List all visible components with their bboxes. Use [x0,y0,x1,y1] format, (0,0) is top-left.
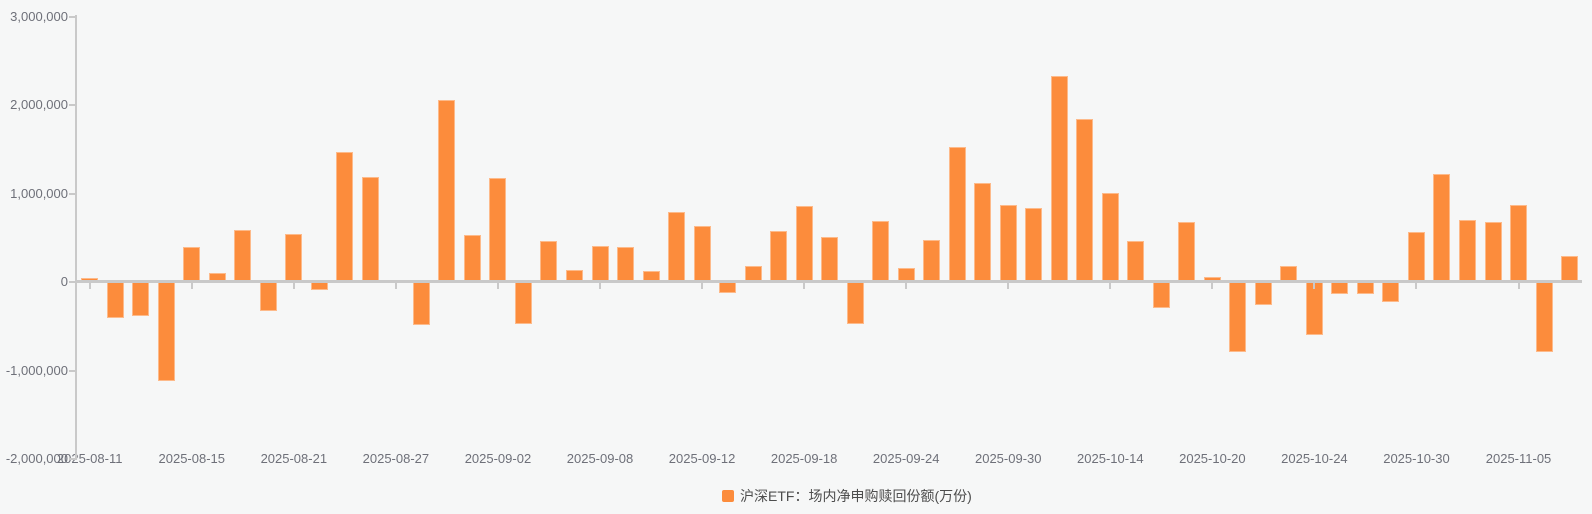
x-axis-tick-mark [496,282,499,289]
bar-2025-10-24[interactable] [1305,281,1323,335]
bar-2025-09-03[interactable] [514,281,532,325]
x-axis-tick-mark [1517,282,1520,289]
x-axis-tick-label: 2025-09-18 [770,451,838,466]
bar-2025-09-11[interactable] [668,212,686,282]
y-axis-tick-mark [69,281,76,283]
bar-2025-09-04[interactable] [540,241,558,282]
bar-2025-09-02[interactable] [489,177,507,282]
bar-2025-09-09[interactable] [617,247,634,282]
y-axis-tick-label: 2,000,000 [10,97,68,112]
x-axis-tick-mark [88,282,91,289]
bar-2025-10-15[interactable] [1127,241,1145,282]
x-axis-tick-mark [1415,282,1418,289]
y-axis-tick-label: 0 [60,274,68,289]
x-axis-tick-label: 2025-08-15 [158,451,226,466]
bar-2025-11-05[interactable] [1510,205,1528,282]
bar-2025-09-23[interactable] [872,220,890,282]
x-axis-tick-label: 2025-08-11 [56,451,123,466]
x-axis-tick-label: 2025-08-27 [362,451,430,466]
x-axis-tick-mark [1211,282,1214,289]
bar-2025-11-04[interactable] [1484,221,1502,282]
bar-2025-10-17[interactable] [1178,221,1196,282]
bar-2025-09-29[interactable] [974,182,992,282]
bar-2025-10-22[interactable] [1254,281,1272,305]
bar-2025-09-25[interactable] [923,240,941,282]
bar-2025-08-13[interactable] [132,281,150,316]
x-axis-tick-mark [701,282,704,289]
y-axis-tick-label: -1,000,000 [5,362,68,378]
bar-2025-09-12[interactable] [693,226,711,282]
x-axis-tick-mark [190,282,193,289]
y-axis-tick-mark [69,192,76,195]
bar-2025-11-03[interactable] [1459,220,1476,282]
x-axis-tick-mark [394,282,397,289]
x-axis-tick-label: 2025-09-08 [566,451,634,466]
bar-2025-11-07[interactable] [1561,256,1579,282]
x-axis-tick-mark [292,282,295,289]
y-axis-tick-label: -2,000,000 [5,451,68,466]
bar-2025-10-30[interactable] [1407,231,1425,282]
x-axis-tick-label: 2025-09-30 [974,451,1042,466]
y-axis-tick-label: 3,000,000 [10,8,68,24]
legend-item[interactable]: 沪深ETF：场内净申购赎回份额(万份) [722,488,972,504]
x-axis-tick-mark [1313,282,1316,289]
bar-2025-10-29[interactable] [1382,281,1400,303]
x-axis-tick-label: 2025-09-02 [464,451,532,466]
bar-2025-10-14[interactable] [1101,192,1119,282]
bar-2025-11-06[interactable] [1535,281,1553,352]
x-axis-tick-label: 2025-11-05 [1485,451,1552,466]
x-axis-tick-mark [1109,282,1112,289]
bar-2025-08-14[interactable] [157,281,175,381]
bar-2025-08-19[interactable] [234,229,252,282]
bar-2025-08-29[interactable] [438,99,456,282]
bar-2025-09-17[interactable] [770,230,788,282]
bar-2025-08-21[interactable] [285,234,303,282]
x-axis-tick-label: 2025-09-12 [668,451,736,466]
bar-2025-08-20[interactable] [259,281,277,312]
bar-2025-10-16[interactable] [1152,281,1170,308]
bar-2025-10-13[interactable] [1076,119,1094,282]
x-axis-tick-label: 2025-09-24 [872,451,940,466]
legend-label: 沪深ETF：场内净申购赎回份额(万份) [740,488,972,504]
bar-2025-08-25[interactable] [336,151,354,282]
bar-2025-10-31[interactable] [1433,174,1451,282]
y-axis-tick-mark [69,15,76,18]
bar-2025-08-28[interactable] [412,281,430,326]
y-axis-tick-mark [69,458,76,460]
bar-2025-08-26[interactable] [361,176,379,282]
x-axis-tick-label: 2025-10-20 [1179,451,1246,466]
x-axis-zero-line [76,280,1582,283]
bar-2025-08-12[interactable] [106,281,124,319]
bar-2025-09-19[interactable] [821,236,839,282]
x-axis-tick-mark [905,282,908,289]
bar-2025-08-15[interactable] [183,246,201,282]
y-axis-line [75,15,77,460]
legend-swatch-icon [722,490,734,502]
bar-2025-10-21[interactable] [1229,281,1247,352]
x-axis-tick-label: 2025-10-14 [1077,451,1144,466]
bar-2025-09-18[interactable] [795,205,813,282]
x-axis-tick-label: 2025-08-21 [260,451,328,466]
bar-2025-09-22[interactable] [846,281,864,325]
x-axis-tick-label: 2025-10-24 [1281,451,1348,466]
bar-2025-09-30[interactable] [999,205,1017,282]
bar-2025-09-01[interactable] [463,235,481,282]
x-axis-tick-mark [803,282,806,289]
bar-2025-10-09[interactable] [1025,207,1043,282]
bar-2025-09-08[interactable] [591,245,609,282]
bar-2025-09-26[interactable] [948,146,966,282]
y-axis-tick-label: 1,000,000 [10,185,68,201]
x-axis-tick-mark [1007,282,1010,289]
y-axis-tick-mark [69,369,76,372]
x-axis-tick-label: 2025-10-30 [1383,451,1450,466]
bar-2025-10-10[interactable] [1050,75,1068,282]
x-axis-tick-mark [599,282,601,289]
y-axis-tick-mark [69,104,76,106]
